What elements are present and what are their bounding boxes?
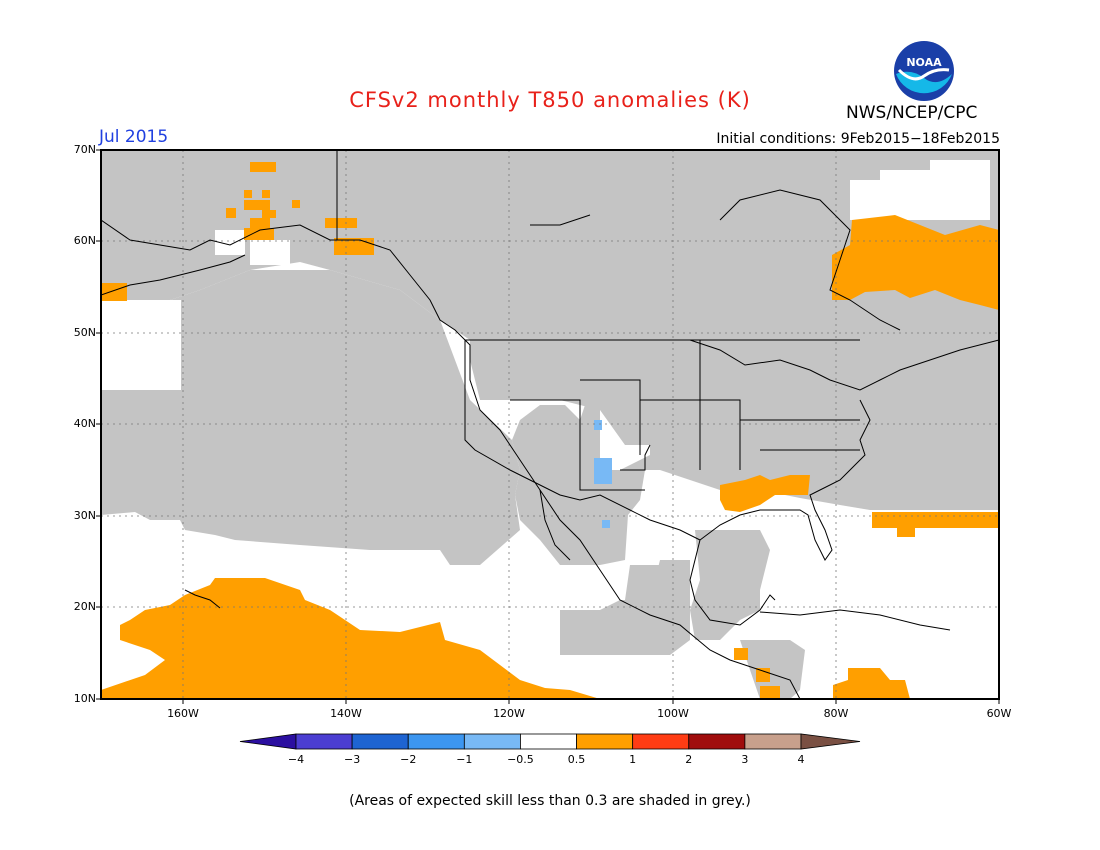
colorbar-swatch <box>520 733 577 750</box>
noaa-logo-text: NOAA <box>906 56 942 69</box>
white-patches <box>101 160 990 390</box>
lon-label-140w: 140W <box>330 707 362 720</box>
initial-conditions: Initial conditions: 9Feb2015−18Feb2015 <box>716 131 1000 147</box>
lat-label-60n: 60N <box>73 234 96 247</box>
map-title: CFSv2 monthly T850 anomalies (K) <box>349 88 751 112</box>
colorbar-tick-label: 1 <box>629 753 637 766</box>
colorbar-swatch <box>407 733 465 750</box>
lon-label-80w: 80W <box>823 707 849 720</box>
lat-label-70n: 70N <box>73 143 96 156</box>
lat-label-10n: 10N <box>73 692 96 705</box>
lon-label-100w: 100W <box>657 707 689 720</box>
agency-label: NWS/NCEP/CPC <box>846 103 978 123</box>
colorbar-tick-label: 4 <box>797 753 805 766</box>
lon-label-60w: 60W <box>986 707 1012 720</box>
warm-southeast-us <box>720 475 810 512</box>
warm-south-caribbean <box>833 668 910 699</box>
colorbar-tick-label: 3 <box>741 753 749 766</box>
grey-region-caribbean <box>740 640 805 699</box>
colorbar-tick-label: 2 <box>685 753 693 766</box>
colorbar-tick-label: −4 <box>287 753 305 766</box>
grey-region-north <box>101 150 999 565</box>
cool-anomaly-areas <box>594 420 612 528</box>
warm-central-pacific <box>101 578 600 699</box>
grey-region-gulf2 <box>625 565 665 610</box>
warm-anomaly-areas <box>101 162 999 699</box>
colorbar-swatch <box>463 733 521 750</box>
low-skill-grey-areas <box>101 150 999 699</box>
colorbar-tick-label: −3 <box>344 753 361 766</box>
colorbar-tick-label: −2 <box>400 753 417 766</box>
valid-month: Jul 2015 <box>99 127 169 147</box>
grey-region-gulf <box>690 530 770 640</box>
colorbar-arrow-min <box>239 733 297 750</box>
skill-note: (Areas of expected skill less than 0.3 a… <box>349 793 751 809</box>
lat-label-50n: 50N <box>73 326 96 339</box>
colorbar-swatch <box>688 733 746 750</box>
lat-label-20n: 20N <box>73 600 96 613</box>
lat-label-40n: 40N <box>73 417 96 430</box>
noaa-logo: NOAA <box>894 41 954 101</box>
colorbar-tick-label: −1 <box>456 753 473 766</box>
colorbar-tick-label: −0.5 <box>507 753 534 766</box>
lon-label-120w: 120W <box>493 707 525 720</box>
colorbar-swatch <box>576 733 634 750</box>
graticule <box>101 150 999 699</box>
colorbar-swatches <box>239 733 861 750</box>
colorbar-swatch <box>632 733 690 750</box>
colorbar-swatch <box>295 733 353 750</box>
colorbar-tick-label: 0.5 <box>567 753 586 766</box>
colorbar-swatch <box>351 733 409 750</box>
coastlines <box>101 150 999 699</box>
colorbar-arrow-max <box>800 733 861 750</box>
colorbar-swatch <box>744 733 802 750</box>
lon-label-160w: 160W <box>167 707 199 720</box>
grey-region-pacific <box>101 270 520 565</box>
lat-label-30n: 30N <box>73 509 96 522</box>
warm-hudson-labrador <box>832 215 999 310</box>
